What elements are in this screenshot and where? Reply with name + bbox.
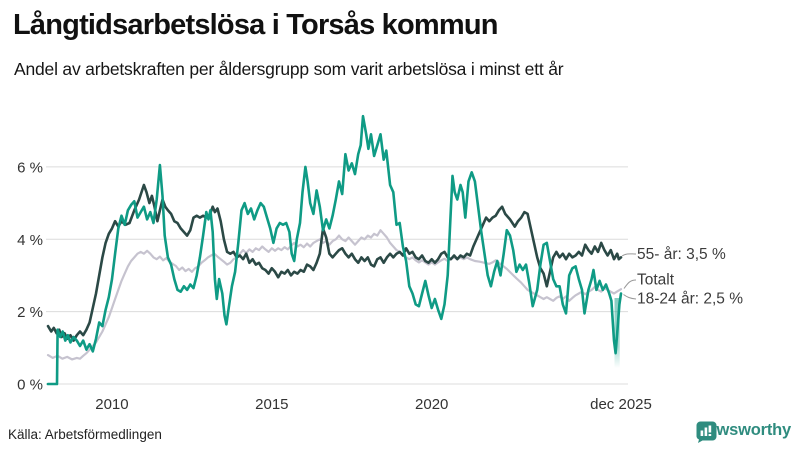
y-axis-tick-label: 4 % — [17, 232, 43, 249]
source-attribution: Källa: Arbetsförmedlingen — [8, 427, 162, 442]
y-axis-tick-label: 0 % — [17, 377, 43, 394]
leader-line-totalt — [623, 279, 637, 289]
page-title: Långtidsarbetslösa i Torsås kommun — [13, 9, 499, 41]
series-line-age1824 — [46, 114, 623, 386]
series-lines — [46, 114, 623, 386]
series-end-label-18-24-ar: 18-24 år: 2,5 % — [637, 291, 743, 308]
x-axis-tick-label: 2020 — [415, 396, 448, 413]
series-end-label-55-ar: 55- år: 3,5 % — [637, 246, 726, 263]
bar-chart-bubble-icon — [696, 421, 717, 443]
x-axis-tick-label: 2015 — [255, 396, 288, 413]
gridlines — [46, 166, 628, 385]
x-axis-tick-label: dec 2025 — [590, 396, 652, 413]
y-axis-tick-label: 2 % — [17, 304, 43, 321]
series-line-age55 — [46, 183, 623, 342]
axis-tick-labels: 0 % 2 % 4 % 6 % 2010 2015 2020 dec 2025 — [17, 159, 652, 413]
leader-line-18-24-ar — [623, 294, 637, 300]
chart-subtitle: Andel av arbetskraften per åldersgrupp s… — [14, 59, 564, 79]
y-axis-tick-label: 6 % — [17, 159, 43, 176]
newsworthy-logo: Newsworthy — [695, 421, 791, 443]
series-line-total — [46, 229, 623, 361]
newsworthy-wordmark: Newsworthy — [695, 421, 791, 439]
series-end-label-totalt: Totalt — [637, 272, 675, 289]
x-axis-tick-label: 2010 — [95, 396, 128, 413]
leader-line-55-ar — [621, 253, 637, 257]
